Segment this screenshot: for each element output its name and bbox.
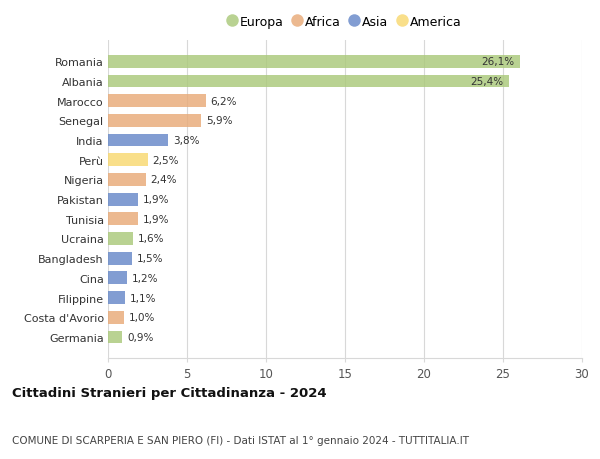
Bar [108, 311, 124, 324]
Text: 3,8%: 3,8% [173, 136, 199, 146]
Text: 5,9%: 5,9% [206, 116, 232, 126]
Bar [108, 213, 138, 226]
Bar [108, 75, 509, 88]
Text: 1,9%: 1,9% [143, 195, 169, 205]
Text: 1,6%: 1,6% [138, 234, 164, 244]
Bar [108, 331, 122, 344]
Text: 25,4%: 25,4% [470, 77, 503, 87]
Bar [108, 95, 206, 108]
Bar [108, 193, 138, 206]
Text: 1,1%: 1,1% [130, 293, 157, 303]
Text: Cittadini Stranieri per Cittadinanza - 2024: Cittadini Stranieri per Cittadinanza - 2… [12, 386, 326, 399]
Bar [108, 291, 125, 304]
Text: COMUNE DI SCARPERIA E SAN PIERO (FI) - Dati ISTAT al 1° gennaio 2024 - TUTTITALI: COMUNE DI SCARPERIA E SAN PIERO (FI) - D… [12, 435, 469, 445]
Bar [108, 174, 146, 186]
Bar [108, 252, 132, 265]
Bar [108, 272, 127, 285]
Legend: Europa, Africa, Asia, America: Europa, Africa, Asia, America [229, 16, 461, 29]
Bar [108, 56, 520, 68]
Text: 0,9%: 0,9% [127, 332, 154, 342]
Text: 2,5%: 2,5% [152, 155, 179, 165]
Bar [108, 154, 148, 167]
Text: 1,5%: 1,5% [136, 254, 163, 263]
Text: 2,4%: 2,4% [151, 175, 177, 185]
Bar [108, 115, 201, 128]
Text: 1,0%: 1,0% [128, 313, 155, 323]
Text: 26,1%: 26,1% [481, 57, 514, 67]
Text: 1,9%: 1,9% [143, 214, 169, 224]
Bar [108, 134, 168, 147]
Text: 1,2%: 1,2% [132, 273, 158, 283]
Text: 6,2%: 6,2% [211, 96, 237, 106]
Bar [108, 233, 133, 246]
